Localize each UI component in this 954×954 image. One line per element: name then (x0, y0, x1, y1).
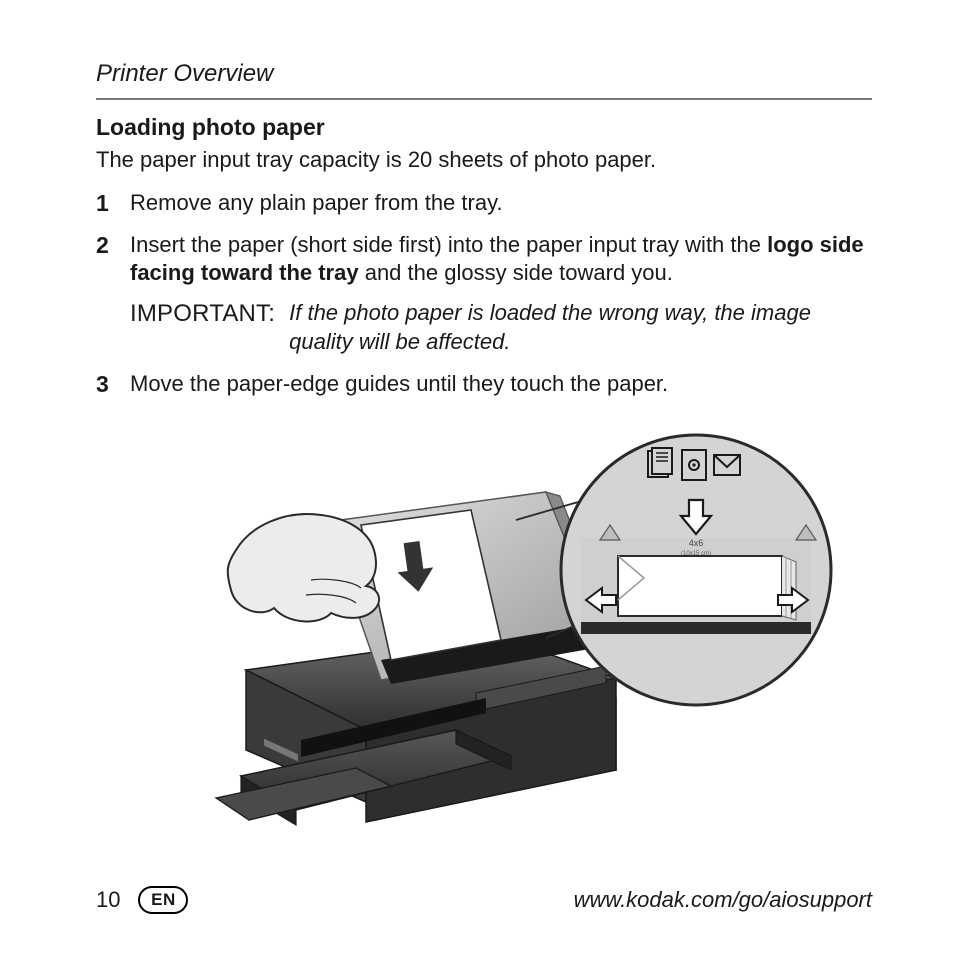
step-2: Insert the paper (short side first) into… (96, 231, 872, 356)
important-text: If the photo paper is loaded the wrong w… (289, 299, 872, 355)
step-3: Move the paper-edge guides until they to… (96, 370, 872, 398)
step-list: Remove any plain paper from the tray. In… (96, 189, 872, 412)
step-2-after: and the glossy side toward you. (359, 260, 673, 285)
support-url: www.kodak.com/go/aiosupport (574, 887, 872, 913)
step-3-text: Move the paper-edge guides until they to… (130, 371, 668, 396)
hand-icon (228, 514, 379, 621)
language-pill: EN (138, 886, 188, 914)
manual-page: Printer Overview Loading photo paper The… (0, 0, 954, 954)
step-1: Remove any plain paper from the tray. (96, 189, 872, 217)
important-label: IMPORTANT: (130, 299, 275, 355)
important-block: IMPORTANT: If the photo paper is loaded … (130, 299, 872, 355)
section-rule (96, 98, 872, 100)
step-2-before: Insert the paper (short side first) into… (130, 232, 767, 257)
sub-title: Loading photo paper (96, 114, 872, 141)
page-number: 10 (96, 887, 120, 913)
inset-label: 4x6 (689, 538, 704, 548)
section-title: Printer Overview (96, 60, 872, 88)
intro-text: The paper input tray capacity is 20 shee… (96, 147, 872, 173)
printer-illustration: 4x6 (10x15 cm) (156, 430, 872, 870)
printer-diagram-svg: 4x6 (10x15 cm) (156, 430, 856, 870)
step-1-text: Remove any plain paper from the tray. (130, 190, 503, 215)
page-footer: 10 EN www.kodak.com/go/aiosupport (96, 886, 872, 914)
